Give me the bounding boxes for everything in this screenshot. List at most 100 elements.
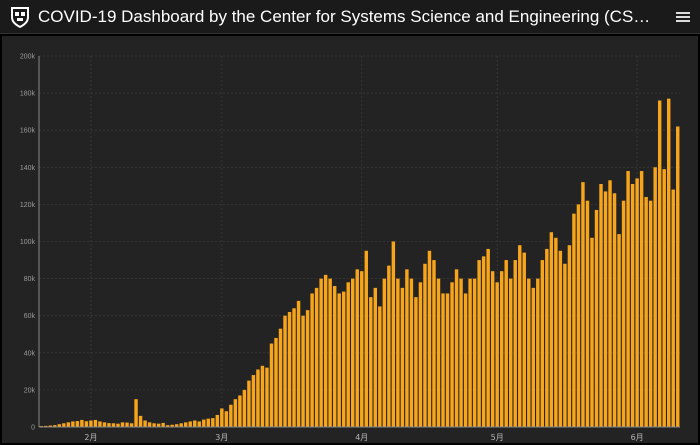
bar [477, 260, 481, 427]
bar [445, 293, 450, 427]
bar [486, 248, 490, 427]
bar [161, 422, 165, 427]
y-tick-label: 100k [20, 239, 36, 246]
bar [626, 171, 630, 427]
bar [193, 420, 197, 427]
bar [125, 422, 129, 427]
bar [283, 315, 287, 427]
y-tick-label: 0 [31, 425, 35, 432]
y-tick-label: 120k [20, 202, 36, 209]
bar [423, 263, 427, 427]
bar [621, 200, 626, 427]
bar [414, 297, 418, 427]
bar [206, 418, 210, 427]
bar [567, 245, 572, 427]
bar [75, 421, 80, 427]
bar [653, 167, 657, 428]
dashboard-title: COVID-19 Dashboard by the Center for Sys… [38, 7, 658, 26]
y-tick-label: 180k [20, 91, 36, 98]
bar [296, 300, 301, 427]
bar [278, 328, 283, 427]
bar [509, 278, 513, 427]
y-tick-label: 40k [24, 350, 36, 357]
bar [432, 260, 436, 427]
bar [450, 282, 454, 427]
bar [396, 278, 400, 427]
daily-cases-bar-chart: 0 20k 40k 60k 80k 100k 120k 140k 160k 180k 200k 2月 3… [20, 54, 680, 443]
bar [382, 278, 387, 427]
bar [572, 213, 576, 427]
bar [328, 278, 332, 427]
bar [220, 408, 224, 427]
bar [454, 269, 459, 427]
bar [603, 191, 608, 427]
chart-tick-labels: 0 20k 40k 60k 80k 100k 120k 140k 160k 180k 200k 2月 3… [20, 54, 644, 443]
bar [405, 269, 409, 427]
bar [490, 271, 495, 427]
bar [147, 422, 152, 427]
bar [341, 291, 346, 427]
bar [360, 271, 364, 427]
bar [400, 287, 405, 427]
chart-gridlines [39, 55, 680, 427]
y-tick-label: 80k [24, 276, 36, 283]
bar [107, 423, 111, 427]
bar [662, 169, 666, 427]
bar [310, 293, 314, 427]
bar [337, 293, 341, 427]
bar [666, 98, 671, 427]
chart-bars [39, 98, 680, 428]
hamburger-menu-icon[interactable] [672, 6, 694, 28]
bar [495, 282, 499, 427]
daily-cases-chart-panel: 0 20k 40k 60k 80k 100k 120k 140k 160k 180k 200k 2月 3… [2, 36, 698, 443]
bar [89, 420, 93, 427]
bar [671, 189, 675, 427]
bar [120, 422, 125, 427]
bar [346, 282, 350, 427]
bar [233, 399, 238, 427]
dashboard-header: COVID-19 Dashboard by the Center for Sys… [0, 0, 700, 34]
bar [174, 424, 179, 427]
bar [143, 420, 147, 427]
bar [459, 278, 463, 427]
bar [274, 337, 278, 427]
bar [536, 278, 540, 427]
bar [84, 421, 89, 427]
bar [527, 278, 531, 427]
bar [351, 278, 355, 427]
bar [332, 286, 337, 427]
x-tick-label: 6月 [631, 433, 644, 442]
bar [585, 200, 590, 427]
bar [540, 260, 545, 427]
bar [518, 245, 522, 427]
bar [71, 421, 75, 427]
bar [499, 271, 504, 427]
bar [581, 182, 585, 427]
bar [676, 126, 680, 428]
bar [409, 278, 414, 427]
bar [441, 293, 445, 427]
bar [138, 415, 143, 427]
bar [531, 287, 536, 427]
bar [355, 269, 359, 427]
bar [53, 425, 57, 427]
bar [260, 365, 265, 427]
bar [657, 100, 662, 428]
bar [378, 306, 382, 427]
bar [639, 171, 644, 427]
bar [305, 310, 310, 427]
x-tick-label: 3月 [215, 433, 228, 442]
bar [66, 422, 71, 427]
bar [111, 423, 116, 427]
bar [156, 423, 161, 427]
x-tick-label: 5月 [491, 433, 504, 442]
bar [57, 424, 62, 427]
bar [612, 193, 617, 427]
bar [391, 241, 396, 427]
bar [522, 252, 526, 427]
bar [48, 425, 53, 427]
bar [129, 423, 134, 427]
bar [247, 380, 251, 427]
bar [554, 237, 558, 427]
bar [251, 375, 256, 427]
